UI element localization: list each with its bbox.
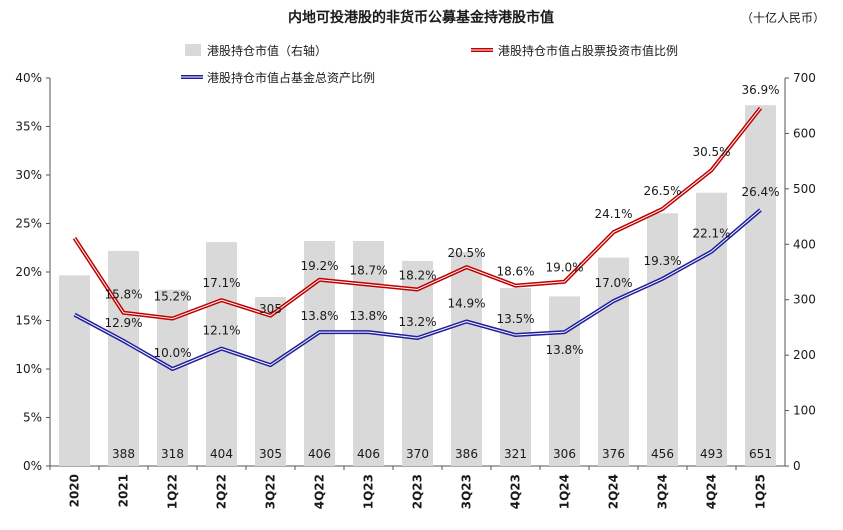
bar-value-label: 388 [112,447,135,461]
left-tick-label: 15% [15,314,42,328]
bar [549,296,580,466]
left-tick-label: 40% [15,71,42,85]
left-tick-label: 30% [15,168,42,182]
bar [108,250,139,466]
red-data-label: 24.1% [594,207,632,221]
bar [402,260,433,466]
red-data-label: 36.9% [741,83,779,97]
x-tick-label: 1Q24 [558,474,572,509]
blue-data-label: 12.1% [202,324,240,338]
x-tick-label: 3Q22 [264,474,278,509]
left-tick-label: 35% [15,120,42,134]
x-tick-label: 1Q25 [754,474,768,509]
left-tick-label: 0% [23,459,42,473]
x-tick-label: 2Q24 [607,474,621,509]
legend-bar-swatch [185,44,201,56]
blue-data-label: 19.3% [643,254,681,268]
x-tick-label: 2021 [117,474,131,507]
right-tick-label: 300 [793,293,816,307]
bar [500,288,531,466]
red-data-label: 19.0% [545,261,583,275]
x-tick-label: 4Q23 [509,474,523,509]
legend-blue-label: 港股持仓市值占基金总资产比例 [207,70,375,85]
left-tick-label: 5% [23,411,42,425]
right-tick-label: 200 [793,348,816,362]
left-tick-label: 20% [15,265,42,279]
bar-value-label: 305 [259,302,282,316]
blue-data-label: 13.5% [496,312,534,326]
blue-data-label: 26.4% [741,185,779,199]
x-tick-label: 2Q23 [411,474,425,509]
red-data-label: 19.2% [300,259,338,273]
legend: 港股持仓市值（右轴） 港股持仓市值占股票投资市值比例 港股持仓市值占基金总资产比… [181,43,678,85]
bar-value-label: 406 [308,447,331,461]
x-tick-label: 2Q22 [215,474,229,509]
blue-series-line-core [74,209,761,370]
chart-title: 内地可投港股的非货币公募基金持港股市值 [288,9,554,26]
unit-note: （十亿人民币） [741,10,825,25]
right-tick-label: 600 [793,126,816,140]
bar [745,105,776,466]
left-tick-label: 25% [15,217,42,231]
right-tick-label: 500 [793,182,816,196]
bar-value-label: 404 [210,447,233,461]
x-tick-label: 3Q24 [656,474,670,509]
bar-value-label: 306 [553,447,576,461]
bar-value-label: 370 [406,447,429,461]
bar-value-label: 305 [259,447,282,461]
bar [647,213,678,466]
red-data-label: 30.5% [692,145,730,159]
blue-data-label: 10.0% [153,346,191,360]
x-tick-label: 4Q24 [705,474,719,509]
bar [304,240,335,466]
red-data-label: 15.2% [153,290,191,304]
bar-value-label: 651 [749,447,772,461]
x-tick-label: 2020 [68,474,82,507]
blue-data-label: 13.8% [349,309,387,323]
red-data-label: 18.6% [496,265,534,279]
right-tick-label: 100 [793,404,816,418]
bar-value-label: 318 [161,447,184,461]
bar-value-label: 386 [455,447,478,461]
plot-area: 0% 5% 10% 15% 20% 25% 30% 35% 40% 0 100 200 300 400 50… [15,71,816,509]
red-data-label: 20.5% [447,246,485,260]
right-tick-label: 700 [793,71,816,85]
blue-data-label: 22.1% [692,227,730,241]
bar [451,252,482,466]
blue-data-label: 13.2% [398,315,436,329]
left-tick-label: 10% [15,362,42,376]
blue-data-label: 17.0% [594,276,632,290]
red-data-label: 26.5% [643,184,681,198]
x-tick-label: 4Q22 [313,474,327,509]
legend-bar-label: 港股持仓市值（右轴） [207,43,327,58]
blue-data-label: 14.9% [447,296,485,310]
legend-red-label: 港股持仓市值占股票投资市值比例 [498,43,678,58]
bar [353,240,384,466]
x-tick-label: 3Q23 [460,474,474,509]
x-tick-label: 1Q22 [166,474,180,509]
bar [59,275,90,466]
blue-data-label: 13.8% [545,343,583,357]
red-data-label: 17.1% [202,276,240,290]
bar [696,192,727,467]
right-tick-label: 0 [793,459,801,473]
red-data-label: 15.8% [104,288,142,302]
bar [598,257,629,466]
bar-value-label: 321 [504,447,527,461]
bar-value-label: 456 [651,447,674,461]
blue-data-label: 13.8% [300,309,338,323]
red-series-line-core [74,107,761,320]
red-data-label: 18.2% [398,268,436,282]
bar-value-label: 406 [357,447,380,461]
bar-value-label: 376 [602,447,625,461]
right-tick-label: 400 [793,237,816,251]
blue-data-label: 12.9% [104,316,142,330]
x-tick-label: 1Q23 [362,474,376,509]
bar-value-label: 493 [700,447,723,461]
bar [255,296,286,466]
red-data-label: 18.7% [349,264,387,278]
